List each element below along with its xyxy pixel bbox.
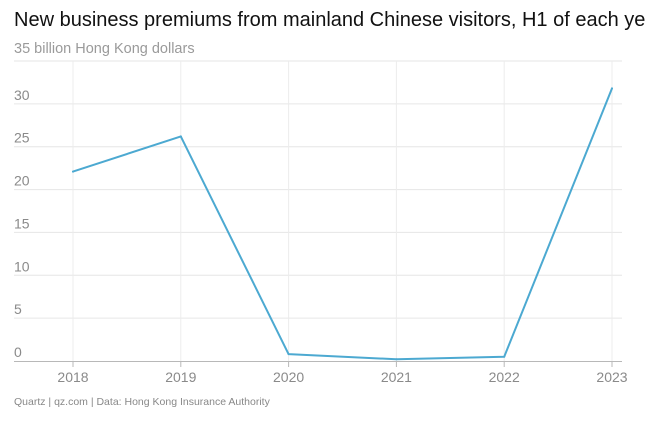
- y-tick-label: 20: [14, 173, 30, 189]
- x-axis-labels: 2018 2019 2020 2021 2022 2023: [57, 369, 627, 385]
- grid-lines: [14, 60, 622, 361]
- y-tick-label: 10: [14, 258, 30, 274]
- x-tick-label: 2020: [273, 369, 304, 385]
- data-point: [287, 353, 290, 356]
- source-footer: Quartz | qz.com | Data: Hong Kong Insura…: [14, 396, 270, 408]
- data-point: [611, 87, 613, 90]
- series-line: [72, 87, 613, 361]
- x-tick-label: 2019: [165, 369, 196, 385]
- y-tick-label: 30: [14, 87, 30, 103]
- x-tick-label: 2022: [489, 369, 520, 385]
- series-lines: [72, 87, 613, 361]
- data-point: [179, 135, 182, 138]
- x-tick-label: 2021: [381, 369, 412, 385]
- y-tick-label: 25: [14, 130, 30, 146]
- y-axis-labels: 0 5 10 15 20 25 30: [14, 87, 30, 360]
- data-point: [503, 355, 506, 358]
- y-tick-label: 15: [14, 215, 30, 231]
- y-tick-label: 0: [14, 344, 22, 360]
- data-point: [72, 170, 74, 173]
- data-point: [395, 358, 398, 361]
- x-tick-label: 2023: [596, 369, 627, 385]
- chart-title: New business premiums from mainland Chin…: [14, 9, 645, 31]
- y-tick-label: 5: [14, 301, 22, 317]
- x-tick-label: 2018: [57, 369, 88, 385]
- chart-subtitle: 35 billion Hong Kong dollars: [14, 41, 195, 57]
